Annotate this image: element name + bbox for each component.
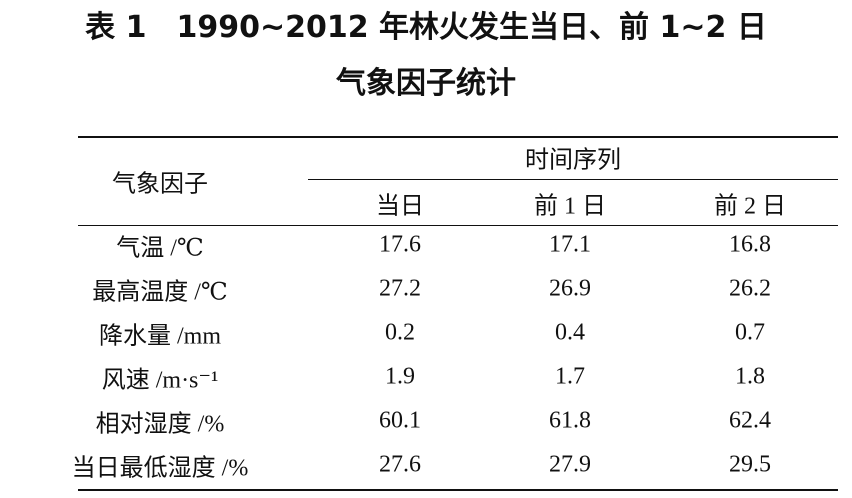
header-cell: 前 2 日 — [714, 193, 786, 220]
header-cell: 时间序列 — [525, 147, 621, 174]
row-label: 相对湿度 /% — [95, 411, 225, 438]
title-line: 气象因子统计 — [336, 66, 516, 101]
title-line: 表 1 1990~2012 年林火发生当日、前 1~2 日 — [85, 10, 767, 45]
header-cell: 气象因子 — [112, 171, 208, 198]
header-rule — [78, 225, 838, 226]
value-cell: 27.2 — [379, 275, 421, 302]
row-label: 最高温度 /℃ — [92, 279, 228, 306]
value-cell: 26.2 — [729, 275, 771, 302]
row-label: 降水量 /mm — [98, 323, 222, 350]
value-cell: 27.6 — [379, 451, 421, 478]
value-cell: 61.8 — [549, 407, 591, 434]
value-cell: 26.9 — [549, 275, 591, 302]
header-cell: 当日 — [376, 193, 424, 220]
row-label: 风速 /m·s⁻¹ — [101, 367, 219, 394]
row-label: 当日最低湿度 /% — [71, 455, 249, 482]
value-cell: 0.7 — [735, 319, 765, 346]
row-label: 气温 /℃ — [116, 235, 204, 262]
value-cell: 29.5 — [729, 451, 771, 478]
value-cell: 0.2 — [385, 319, 415, 346]
value-cell: 16.8 — [729, 231, 771, 258]
value-cell: 60.1 — [379, 407, 421, 434]
group-rule — [308, 179, 838, 180]
top-rule — [78, 136, 838, 138]
value-cell: 1.9 — [385, 363, 415, 390]
bottom-rule — [78, 489, 838, 491]
value-cell: 17.6 — [379, 231, 421, 258]
value-cell: 27.9 — [549, 451, 591, 478]
value-cell: 17.1 — [549, 231, 591, 258]
value-cell: 1.8 — [735, 363, 765, 390]
value-cell: 62.4 — [729, 407, 771, 434]
value-cell: 1.7 — [555, 363, 585, 390]
header-cell: 前 1 日 — [534, 193, 606, 220]
value-cell: 0.4 — [555, 319, 585, 346]
